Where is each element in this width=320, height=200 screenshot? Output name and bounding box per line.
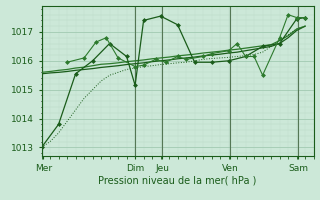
X-axis label: Pression niveau de la mer( hPa ): Pression niveau de la mer( hPa ) [99, 175, 257, 185]
